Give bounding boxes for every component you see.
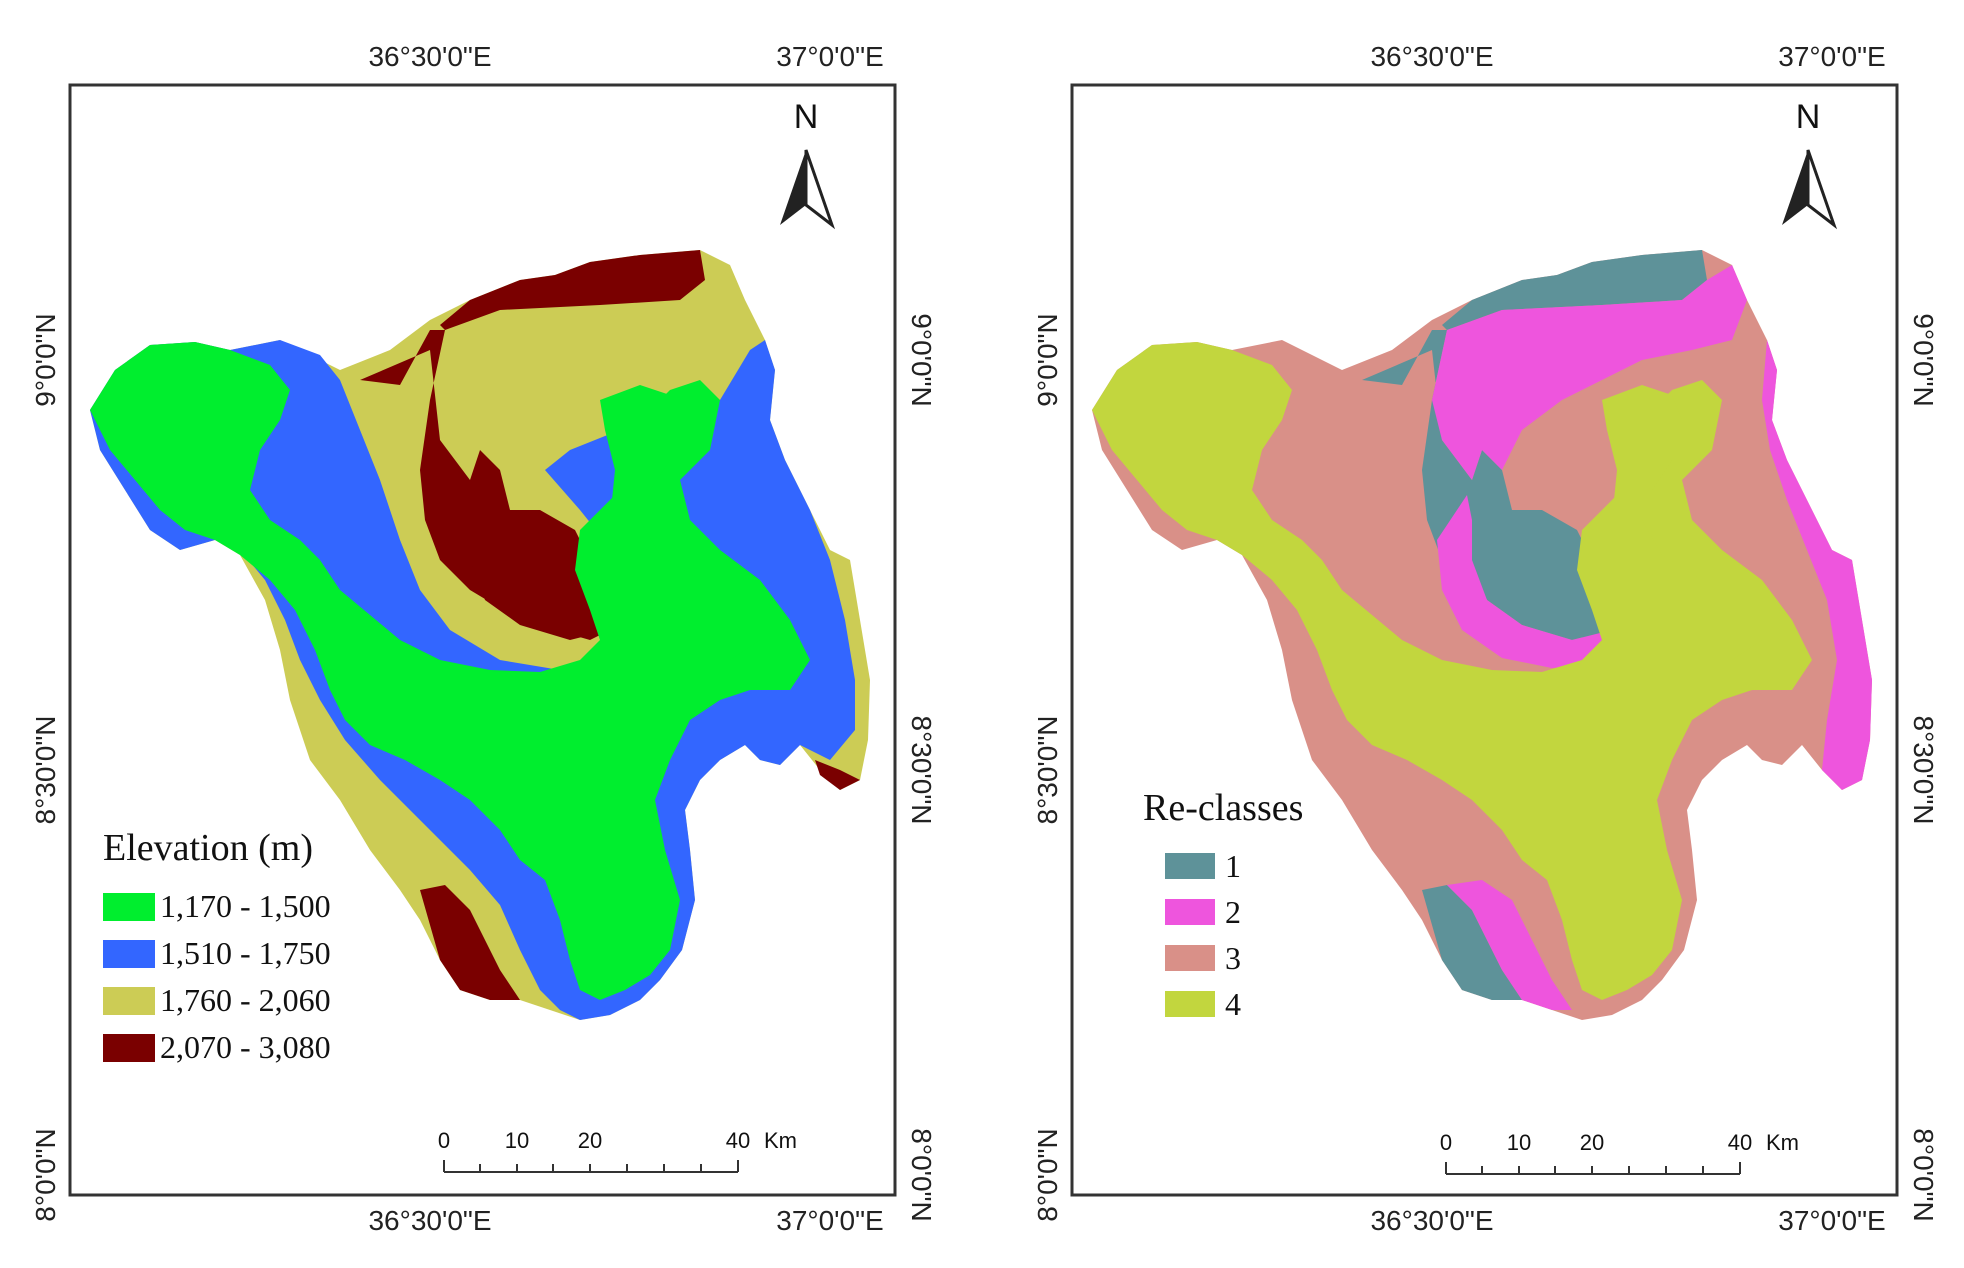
right-map-graticule-labels: 36°30'0"E 37°0'0"E 36°30'0"E 37°0'0"E 9°… bbox=[1032, 41, 1939, 1236]
legend-swatch-2 bbox=[103, 940, 155, 968]
legend-swatch-2 bbox=[1165, 899, 1215, 925]
scale-bar-line bbox=[443, 1160, 739, 1173]
legend-label-3: 3 bbox=[1225, 940, 1241, 976]
right-lat-label-3: 8°0'0"N bbox=[1908, 1128, 1939, 1221]
scale-tick-40: 40 bbox=[726, 1128, 750, 1153]
left-lat-label-2: 8°30'0"N bbox=[1032, 716, 1063, 825]
right-map-scale-bar: 0 10 20 40 Km bbox=[1440, 1130, 1799, 1175]
zone-2070-3080-core bbox=[470, 510, 610, 640]
right-map-legend: Re-classes 1 2 3 4 bbox=[1143, 787, 1303, 1022]
left-map-graticule-labels: 36°30'0"E 37°0'0"E 36°30'0"E 37°0'0"E 9°… bbox=[30, 41, 937, 1236]
zone-2070-3080-north bbox=[440, 250, 705, 330]
legend-label-3: 1,760 - 2,060 bbox=[160, 982, 331, 1018]
right-lat-label-3: 8°0'0"N bbox=[906, 1128, 937, 1221]
right-lat-label-2: 8°30'0"N bbox=[906, 716, 937, 825]
bottom-lon-label-2: 37°0'0"E bbox=[776, 1205, 883, 1236]
reclass-2-east bbox=[1762, 340, 1872, 790]
north-arrow-icon bbox=[1782, 150, 1808, 225]
reclass-1-core bbox=[1472, 510, 1612, 640]
legend-swatch-4 bbox=[103, 1034, 155, 1062]
right-map-reclass-zones bbox=[1092, 250, 1872, 1020]
legend-title: Elevation (m) bbox=[103, 827, 313, 869]
legend-label-4: 2,070 - 3,080 bbox=[160, 1029, 331, 1065]
right-map-north-arrow: N bbox=[1782, 98, 1838, 230]
scale-tick-40: 40 bbox=[1728, 1130, 1752, 1155]
zone-2070-3080-east bbox=[815, 760, 860, 790]
bottom-lon-label-2: 37°0'0"E bbox=[1778, 1205, 1885, 1236]
left-lat-label-1: 9°0'0"N bbox=[30, 313, 61, 406]
right-map: N Re-classes 1 2 3 4 0 10 20 40 Km 36°30… bbox=[1032, 41, 1939, 1236]
reclass-1-southwest bbox=[1422, 885, 1522, 1000]
legend-label-2: 2 bbox=[1225, 894, 1241, 930]
scale-tick-10: 10 bbox=[1507, 1130, 1531, 1155]
zone-2070-3080-southwest bbox=[420, 885, 520, 1000]
top-lon-label-1: 36°30'0"E bbox=[1370, 41, 1493, 72]
scale-tick-10: 10 bbox=[505, 1128, 529, 1153]
legend-label-4: 4 bbox=[1225, 986, 1241, 1022]
top-lon-label-1: 36°30'0"E bbox=[368, 41, 491, 72]
left-map-north-arrow: N bbox=[780, 98, 836, 230]
left-lat-label-2: 8°30'0"N bbox=[30, 716, 61, 825]
scale-unit: Km bbox=[764, 1128, 797, 1153]
right-lat-label-1: 9°0'0"N bbox=[906, 313, 937, 406]
north-arrow-icon-right-half bbox=[1806, 149, 1838, 230]
legend-swatch-1 bbox=[103, 893, 155, 921]
scale-tick-20: 20 bbox=[578, 1128, 602, 1153]
reclass-4-east-arm bbox=[1602, 385, 1762, 660]
scale-unit: Km bbox=[1766, 1130, 1799, 1155]
legend-swatch-3 bbox=[103, 987, 155, 1015]
north-label: N bbox=[794, 98, 819, 136]
right-lat-label-1: 9°0'0"N bbox=[1908, 313, 1939, 406]
top-lon-label-2: 37°0'0"E bbox=[1778, 41, 1885, 72]
legend-label-1: 1 bbox=[1225, 848, 1241, 884]
reclass-2-inner-ring bbox=[1437, 495, 1627, 668]
legend-label-2: 1,510 - 1,750 bbox=[160, 935, 331, 971]
left-map-legend: Elevation (m) 1,170 - 1,500 1,510 - 1,75… bbox=[103, 827, 331, 1065]
scale-tick-0: 0 bbox=[438, 1128, 450, 1153]
left-map-scale-bar: 0 10 20 40 Km bbox=[438, 1128, 797, 1173]
legend-swatch-3 bbox=[1165, 945, 1215, 971]
reclass-2-southwest bbox=[1447, 880, 1572, 1010]
north-arrow-icon bbox=[780, 150, 806, 225]
left-lat-label-1: 9°0'0"N bbox=[1032, 313, 1063, 406]
left-map-elevation-zones bbox=[90, 250, 870, 1020]
legend-swatch-4 bbox=[1165, 991, 1215, 1017]
left-lat-label-3: 8°0'0"N bbox=[30, 1128, 61, 1221]
reclass-2-north bbox=[1432, 265, 1747, 480]
scale-tick-20: 20 bbox=[1580, 1130, 1604, 1155]
bottom-lon-label-1: 36°30'0"E bbox=[1370, 1205, 1493, 1236]
north-label: N bbox=[1796, 98, 1821, 136]
scale-bar-line bbox=[1445, 1162, 1741, 1175]
reclass-1-north bbox=[1442, 250, 1707, 330]
left-map: N Elevation (m) 1,170 - 1,500 1,510 - 1,… bbox=[30, 41, 937, 1236]
north-arrow-icon-right-half bbox=[804, 149, 836, 230]
bottom-lon-label-1: 36°30'0"E bbox=[368, 1205, 491, 1236]
left-lat-label-3: 8°0'0"N bbox=[1032, 1128, 1063, 1221]
scale-tick-0: 0 bbox=[1440, 1130, 1452, 1155]
top-lon-label-2: 37°0'0"E bbox=[776, 41, 883, 72]
zone-1170-1500-east-arm bbox=[600, 385, 760, 660]
legend-title: Re-classes bbox=[1143, 787, 1303, 829]
legend-swatch-1 bbox=[1165, 853, 1215, 879]
legend-label-1: 1,170 - 1,500 bbox=[160, 888, 331, 924]
right-lat-label-2: 8°30'0"N bbox=[1908, 716, 1939, 825]
